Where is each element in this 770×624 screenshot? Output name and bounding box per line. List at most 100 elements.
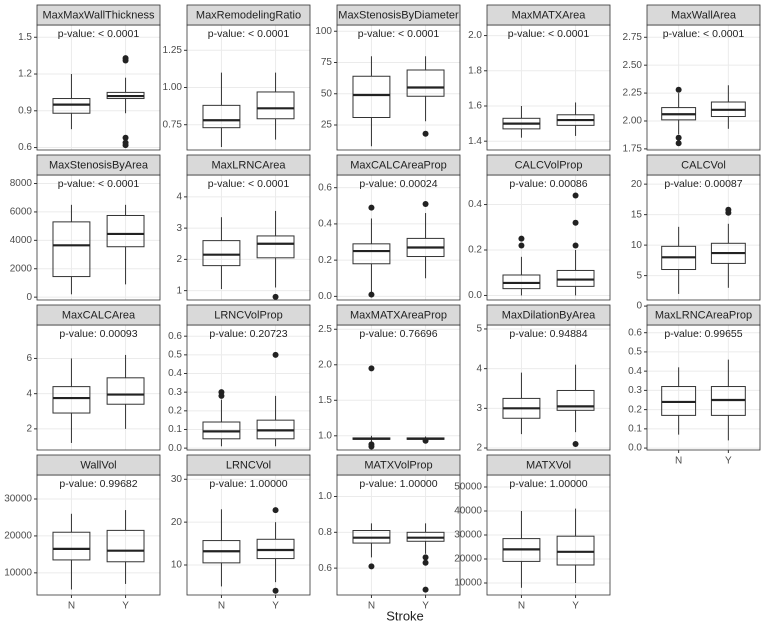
strip-title: MaxCALCArea (62, 309, 136, 321)
strip-title: MaxRemodelingRatio (196, 9, 301, 21)
y-tick-label: 2 (476, 443, 482, 454)
y-tick-label: 0.2 (318, 255, 332, 266)
strip-title: MaxLRNCAreaProp (655, 309, 752, 321)
y-tick-label: 0.6 (318, 563, 332, 574)
outlier (272, 507, 279, 514)
x-tick-label: N (68, 601, 75, 612)
outlier (572, 441, 579, 448)
y-tick-label: 0.6 (18, 142, 32, 153)
x-tick-label: Y (122, 601, 129, 612)
outlier (422, 554, 429, 561)
x-tick-label: N (675, 456, 682, 467)
x-tick-label: Y (422, 601, 429, 612)
p-value: p-value: 0.00087 (664, 178, 742, 190)
y-tick-label: 1.5 (318, 395, 332, 406)
outlier (368, 204, 375, 211)
y-tick-label: 20 (171, 517, 183, 528)
y-tick-label: 0 (26, 292, 32, 303)
p-value: p-value: < 0.0001 (663, 28, 745, 40)
y-tick-label: 1.2 (18, 69, 32, 80)
strip (186, 4, 311, 26)
outlier (572, 219, 579, 226)
box (106, 214, 145, 248)
x-tick-label: N (218, 601, 225, 612)
p-value: p-value: 1.00000 (209, 478, 287, 490)
y-tick-label: 1.0 (318, 491, 332, 502)
y-tick-label: 0.0 (168, 443, 182, 454)
p-value: p-value: 1.00000 (509, 478, 587, 490)
y-tick-label: 15 (631, 209, 643, 220)
panel-background (37, 175, 160, 300)
y-tick-label: 0.0 (318, 291, 332, 302)
outlier (368, 443, 375, 450)
box (52, 221, 91, 278)
y-tick-label: 0.6 (628, 327, 642, 338)
outlier (368, 365, 375, 372)
y-tick-label: 0.3 (168, 387, 182, 398)
outlier (368, 563, 375, 570)
y-tick-label: 2 (176, 254, 182, 265)
y-tick-label: 20 (631, 179, 643, 190)
strip (36, 304, 161, 326)
y-tick-label: 0.6 (318, 182, 332, 193)
y-tick-label: 1.00 (163, 82, 183, 93)
y-tick-label: 0.2 (168, 405, 182, 416)
strip-title: MATXVol (526, 459, 571, 471)
p-value: p-value: 0.00093 (59, 328, 137, 340)
box (556, 269, 595, 287)
y-tick-label: 20000 (4, 531, 32, 542)
p-value: p-value: 1.00000 (359, 478, 437, 490)
panel-background (187, 475, 310, 595)
y-tick-label: 6000 (10, 207, 33, 218)
outlier (422, 130, 429, 137)
outlier (675, 134, 682, 141)
y-tick-label: 75 (321, 57, 333, 68)
y-tick-label: 4 (26, 388, 32, 399)
y-tick-label: 8000 (10, 178, 33, 189)
panel-background (37, 325, 160, 450)
y-tick-label: 50000 (454, 482, 482, 493)
y-tick-label: 0.2 (628, 404, 642, 415)
p-value: p-value: < 0.0001 (208, 28, 290, 40)
panel-background (37, 475, 160, 595)
strip-title: MaxMaxWallThickness (42, 9, 155, 21)
y-tick-label: 10000 (4, 567, 32, 578)
strip (486, 154, 611, 176)
y-tick-label: 10000 (454, 578, 482, 589)
outlier (422, 586, 429, 593)
p-value: p-value: < 0.0001 (508, 28, 590, 40)
y-tick-label: 2.0 (468, 30, 482, 41)
strip-title: WallVol (80, 459, 116, 471)
outlier (422, 559, 429, 566)
outlier (422, 200, 429, 207)
panel-background (337, 475, 460, 595)
strip (186, 154, 311, 176)
y-tick-label: 2000 (10, 263, 33, 274)
y-tick-label: 0.4 (468, 199, 482, 210)
y-tick-label: 0.6 (168, 331, 182, 342)
outlier (122, 57, 129, 64)
y-tick-label: 30 (171, 474, 183, 485)
outlier (272, 587, 279, 594)
p-value: p-value: 0.00086 (509, 178, 587, 190)
y-tick-label: 6 (26, 353, 32, 364)
p-value: p-value: < 0.0001 (358, 28, 440, 40)
outlier (272, 351, 279, 358)
p-value: p-value: 0.76696 (359, 328, 437, 340)
outlier (725, 209, 732, 216)
strip (646, 154, 761, 176)
p-value: p-value: < 0.0001 (208, 178, 290, 190)
box (202, 104, 241, 129)
strip-title: MaxCALCAreaProp (350, 159, 447, 171)
strip (646, 4, 761, 26)
box (352, 243, 391, 265)
y-tick-label: 20000 (454, 554, 482, 565)
box (352, 75, 391, 118)
strip (336, 454, 461, 476)
y-tick-label: 2.50 (623, 60, 643, 71)
y-tick-label: 0.9 (18, 105, 32, 116)
box (202, 240, 241, 267)
p-value: p-value: 0.99682 (59, 478, 137, 490)
strip (36, 454, 161, 476)
strip-title: MaxLRNCArea (212, 159, 287, 171)
